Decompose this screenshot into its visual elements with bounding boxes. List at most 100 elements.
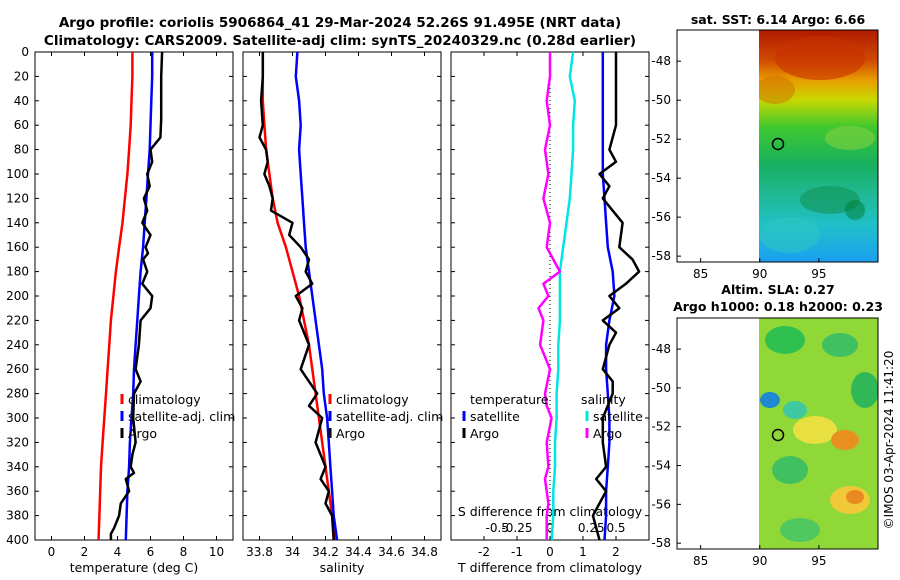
y-tick-label: 140 (6, 216, 29, 230)
y-tick-label: 100 (6, 167, 29, 181)
y-tick-label: 240 (6, 338, 29, 352)
figure-title-line2: Climatology: CARS2009. Satellite-adj cli… (44, 33, 636, 49)
legend-label: Argo (336, 426, 365, 441)
legend-label: satellite-adj. clim (128, 409, 235, 424)
x-tick-label: 10 (209, 545, 224, 559)
series-line (294, 51, 339, 541)
series-line (550, 51, 577, 541)
y-tick-label: 320 (6, 435, 29, 449)
sla-orange-patch (846, 490, 864, 504)
map-x-tick-label: 95 (811, 554, 826, 568)
series-line (601, 52, 616, 541)
series-line (591, 52, 641, 541)
plot-frame (242, 51, 442, 541)
legend-label: climatology (336, 392, 409, 407)
y-tick-label: 80 (14, 143, 29, 157)
y-tick-label: 360 (6, 484, 29, 498)
map-x-tick-label: 85 (693, 267, 708, 281)
map-x-tick-label: 90 (752, 554, 767, 568)
y-tick-label: 400 (6, 533, 29, 547)
map-x-tick-label: 85 (693, 554, 708, 568)
sst-warm-patch (759, 76, 795, 104)
legend-label: satellite-adj. clim (336, 409, 443, 424)
y-tick-label: 260 (6, 362, 29, 376)
sla-yellow-patch (793, 416, 837, 444)
x-tick-label: -1 (511, 545, 523, 559)
map-y-tick-label: -48 (651, 54, 671, 68)
x-tick-label: -2 (478, 545, 490, 559)
y-tick-label: 0 (21, 45, 29, 59)
series-line (261, 52, 337, 541)
x-tick-label: 2 (81, 545, 89, 559)
sst-map-frame (676, 29, 879, 263)
map-y-tick-label: -52 (651, 420, 671, 434)
plot-frame (34, 51, 234, 541)
map-y-tick-label: -52 (651, 132, 671, 146)
y-tick-label: 160 (6, 240, 29, 254)
legend-label: satellite (593, 409, 643, 424)
series-line (537, 52, 562, 540)
legend-label: satellite (470, 409, 520, 424)
legend-label: Argo (470, 426, 499, 441)
sla-map-frame (676, 317, 879, 550)
sst-dark-green-patch (800, 186, 860, 214)
sla-green-patch (780, 518, 820, 542)
sla-green-patch (822, 333, 858, 357)
sla-map: Altim. SLA: 0.27 Argo h1000: 0.18 h2000:… (651, 282, 883, 568)
x-tick-label: 34.4 (345, 545, 372, 559)
sla-map-subtitle: Argo h1000: 0.18 h2000: 0.23 (673, 299, 883, 314)
y-tick-label: 180 (6, 265, 29, 279)
y-tick-label: 120 (6, 191, 29, 205)
y-tick-label: 20 (14, 69, 29, 83)
map-y-tick-label: -54 (651, 171, 671, 185)
legend-label: Argo (128, 426, 157, 441)
sst-argo-marker (771, 137, 785, 151)
series-line (109, 51, 164, 540)
sla-orange-patch (831, 430, 859, 450)
map-y-tick-label: -50 (651, 93, 671, 107)
series-line (124, 52, 154, 541)
x-tick-label: 34.6 (378, 545, 405, 559)
sla-green-patch (772, 456, 808, 484)
legend-title: salinity (581, 392, 626, 407)
map-y-tick-label: -56 (651, 210, 671, 224)
y-tick-label: 340 (6, 460, 29, 474)
x-tick-label: 34.2 (312, 545, 339, 559)
map-y-tick-label: -58 (651, 536, 671, 550)
top-tick-label: -0.5 (485, 521, 508, 535)
sla-green-patch (765, 326, 805, 354)
map-y-tick-label: -54 (651, 459, 671, 473)
x-tick-label: 8 (180, 545, 188, 559)
x-axis-label: salinity (320, 560, 365, 575)
x-tick-label: 0 (546, 545, 554, 559)
y-tick-label: 60 (14, 118, 29, 132)
x-axis-label: T difference from climatology (457, 560, 643, 575)
legend-label: climatology (128, 392, 201, 407)
x-axis-label: temperature (deg C) (70, 560, 199, 575)
sla-argo-marker (771, 428, 785, 442)
sst-map: sat. SST: 6.14 Argo: 6.66 85 90 95 -48 -50 -5… (651, 12, 879, 281)
x-tick-label: 6 (147, 545, 155, 559)
y-tick-label: 380 (6, 509, 29, 523)
x-tick-label: 34.8 (411, 545, 438, 559)
x-tick-label: 33.8 (246, 545, 273, 559)
top-tick-label: 0.5 (606, 521, 625, 535)
sla-blue-patch (760, 392, 780, 408)
legend-title: temperature (470, 392, 549, 407)
legend-label: Argo (593, 426, 622, 441)
map-x-tick-label: 95 (811, 267, 826, 281)
sst-map-axes: 85 90 95 -48 -50 -52 -54 -56 -58 (651, 54, 826, 281)
figure-title-line1: Argo profile: coriolis 5906864_41 29-Mar… (59, 15, 621, 31)
sst-green-patch (825, 126, 875, 150)
y-tick-label: 40 (14, 94, 29, 108)
y-tick-label: 200 (6, 289, 29, 303)
y-tick-label: 280 (6, 387, 29, 401)
x-tick-label: 1 (579, 545, 587, 559)
sst-dark-green-patch (845, 200, 865, 220)
map-x-tick-label: 90 (752, 267, 767, 281)
sla-cyan-patch (783, 401, 807, 419)
top-axis-label: S difference from climatology (458, 504, 643, 519)
sla-map-axes: 85 90 95 -48 -50 -52 -54 -56 -58 (651, 342, 826, 568)
sst-cyan-patch (760, 217, 820, 253)
